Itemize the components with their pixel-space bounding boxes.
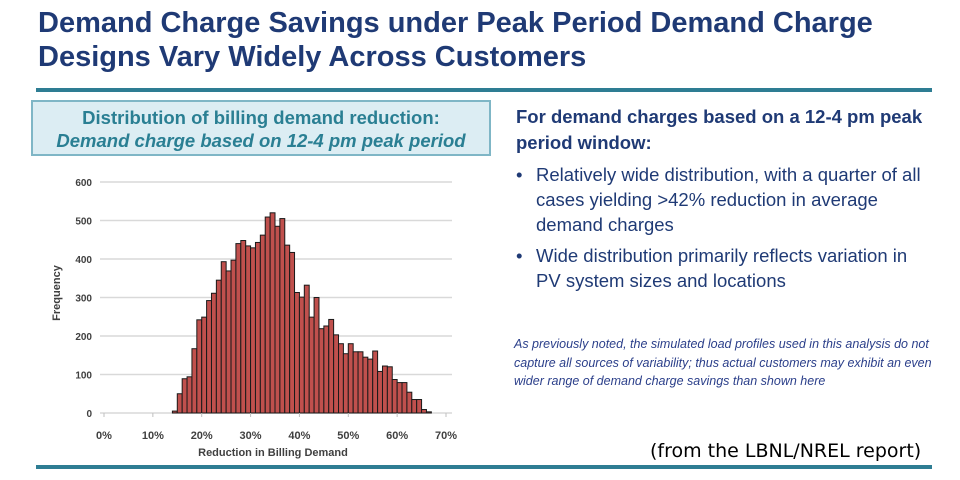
y-tick-label: 100 bbox=[75, 371, 92, 382]
histogram-bar bbox=[181, 378, 188, 414]
histogram-bar bbox=[274, 225, 281, 414]
bullet-text: Wide distribution primarily reflects var… bbox=[536, 245, 908, 291]
histogram-bar bbox=[367, 358, 374, 414]
histogram-bar bbox=[196, 319, 203, 414]
histogram-bar bbox=[333, 334, 340, 414]
histogram-bar bbox=[323, 325, 330, 414]
x-tick-label: 30% bbox=[240, 430, 262, 442]
histogram-bar bbox=[191, 348, 198, 414]
histogram-bar bbox=[338, 343, 344, 414]
histogram-bar bbox=[259, 234, 266, 414]
histogram-bar bbox=[289, 251, 296, 414]
x-tick-label: 40% bbox=[288, 430, 310, 442]
x-tick-label: 60% bbox=[386, 430, 408, 442]
bullet-icon: • bbox=[516, 164, 523, 185]
source-citation: (from the LBNL/NREL report) bbox=[650, 440, 922, 462]
histogram-bar bbox=[318, 328, 325, 414]
x-tick-label: 10% bbox=[142, 430, 164, 442]
y-tick-label: 300 bbox=[75, 294, 92, 305]
histogram-bar bbox=[372, 350, 379, 414]
chart-caption-title: Distribution of billing demand reduction… bbox=[82, 107, 440, 128]
x-tick-label: 70% bbox=[435, 430, 457, 442]
y-tick-label: 0 bbox=[86, 409, 92, 420]
histogram-bar bbox=[425, 411, 432, 414]
histogram-bar bbox=[342, 353, 349, 414]
y-tick-label: 500 bbox=[75, 217, 92, 228]
histogram-chart: 0 100 200 300 400 500 600 0% 10% 20% 30% 40% 50% 60%… bbox=[51, 178, 457, 459]
bottom-divider bbox=[36, 465, 932, 469]
histogram-bar bbox=[264, 216, 271, 414]
x-tick-label: 0% bbox=[96, 430, 112, 442]
histogram-bar bbox=[201, 316, 208, 414]
x-axis-label: Reduction in Billing Demand bbox=[198, 447, 348, 459]
histogram-bar bbox=[230, 259, 237, 414]
histogram-bar bbox=[176, 393, 183, 414]
histogram-bar bbox=[240, 240, 247, 414]
y-axis-label: Frequency bbox=[51, 264, 63, 321]
histogram-bar bbox=[421, 409, 427, 414]
y-tick-label: 400 bbox=[75, 255, 92, 266]
histogram-bar bbox=[269, 212, 276, 414]
chart-caption-box: Distribution of billing demand reduction… bbox=[31, 100, 491, 156]
histogram-bar bbox=[381, 365, 388, 414]
histogram-bar bbox=[294, 291, 300, 414]
bullet-icon: • bbox=[516, 245, 523, 266]
histogram-bar bbox=[220, 261, 227, 414]
histogram-bar bbox=[245, 245, 252, 414]
top-divider bbox=[36, 88, 932, 92]
histogram-bar bbox=[377, 370, 383, 414]
bullet-text: Relatively wide distribution, with a qua… bbox=[536, 164, 921, 235]
histogram-bar bbox=[303, 284, 310, 414]
slide-title: Demand Charge Savings under Peak Period … bbox=[38, 7, 873, 73]
x-tick-label: 50% bbox=[337, 430, 359, 442]
histogram-bar bbox=[416, 399, 423, 414]
histogram-bar bbox=[396, 382, 403, 414]
histogram-bar bbox=[298, 296, 305, 414]
histogram-bar bbox=[186, 376, 193, 414]
histogram-bar bbox=[206, 300, 212, 414]
histogram-bar bbox=[386, 366, 393, 414]
histogram-bar bbox=[411, 399, 418, 414]
chart-caption-subtitle: Demand charge based on 12-4 pm peak peri… bbox=[56, 130, 466, 151]
histogram-bar bbox=[347, 343, 354, 414]
y-tick-label: 600 bbox=[75, 178, 92, 189]
histogram-bar bbox=[313, 297, 320, 414]
bullet-item: • Relatively wide distribution, with a qu… bbox=[516, 162, 936, 237]
histogram-bar bbox=[171, 410, 178, 414]
histogram-bar bbox=[328, 318, 335, 414]
histogram-bar bbox=[254, 241, 261, 414]
histogram-bar bbox=[279, 218, 286, 414]
y-tick-label: 200 bbox=[75, 332, 92, 343]
histogram-bar bbox=[406, 391, 413, 414]
summary-panel: For demand charges based on a 12-4 pm pe… bbox=[516, 104, 936, 299]
histogram-bar bbox=[284, 244, 291, 414]
histogram-bar bbox=[362, 356, 369, 414]
histogram-bar bbox=[401, 382, 408, 414]
caveat-note: As previously noted, the simulated load … bbox=[514, 337, 932, 388]
summary-bullets: • Relatively wide distribution, with a qu… bbox=[516, 162, 936, 293]
bullet-item: • Wide distribution primarily reflects va… bbox=[516, 243, 936, 293]
histogram-bar bbox=[357, 351, 364, 414]
histogram-bar bbox=[235, 243, 242, 414]
histogram-bar bbox=[215, 279, 222, 414]
histogram-bar bbox=[308, 316, 315, 414]
summary-heading: For demand charges based on a 12-4 pm pe… bbox=[516, 106, 923, 153]
histogram-bar bbox=[250, 247, 256, 414]
histogram-bar bbox=[225, 270, 232, 414]
histogram-bar bbox=[391, 379, 398, 414]
x-tick-label: 20% bbox=[191, 430, 213, 442]
histogram-bar bbox=[352, 351, 359, 414]
histogram-bar bbox=[210, 292, 217, 414]
